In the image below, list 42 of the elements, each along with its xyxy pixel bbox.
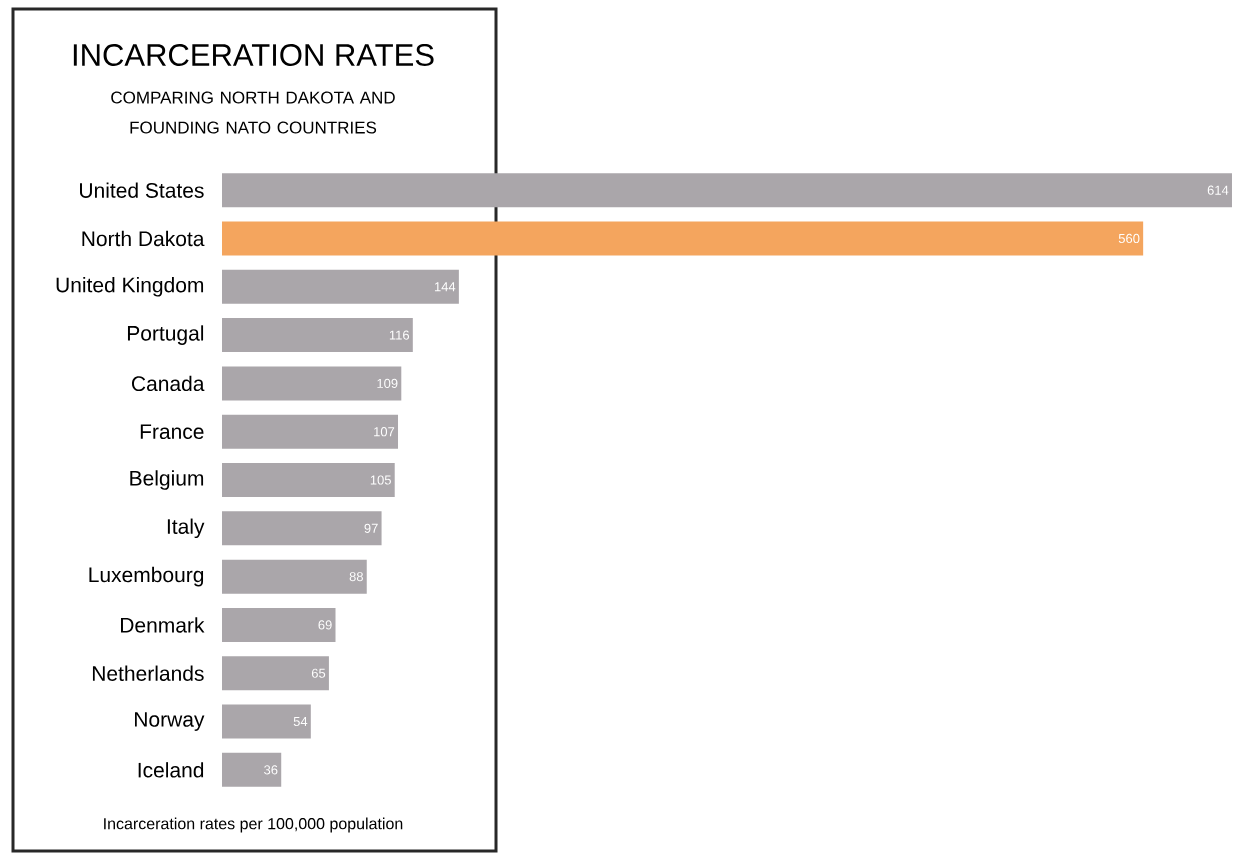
data-label: 116 (389, 330, 410, 340)
y-tick-label: United States (80, 182, 204, 198)
y-tick-label: Belgium (130, 470, 204, 490)
data-label: 69 (318, 620, 332, 630)
data-label: 560 (1118, 233, 1140, 244)
bar (222, 414, 399, 449)
y-tick-label: Italy (167, 518, 205, 539)
bar (222, 463, 395, 498)
y-tick-label: Netherlands (92, 665, 204, 681)
y-tick-label: Denmark (121, 617, 205, 633)
data-label: 144 (434, 282, 456, 292)
y-tick-label: Iceland (138, 762, 204, 778)
chart-title: INCARCERATION RATES (73, 44, 434, 66)
y-tick-label: Norway (135, 712, 205, 731)
bar (222, 511, 382, 546)
y-tick-label: Portugal (127, 325, 204, 345)
bar (222, 318, 413, 353)
data-label: 105 (370, 475, 391, 485)
bar (222, 221, 1144, 256)
bar (222, 656, 329, 691)
data-label: 97 (364, 523, 378, 533)
y-tick-label: Luxembourg (89, 566, 204, 587)
data-label: 614 (1207, 185, 1229, 195)
text: Incarceration rates per 100,000 population (104, 817, 403, 833)
data-label: 107 (374, 427, 395, 437)
data-label: 88 (349, 572, 363, 582)
chart-subtitle: COMPARING NORTH DAKOTA AND FOUNDING NATO COUNTRIES (111, 91, 395, 134)
data-label: 65 (311, 668, 326, 678)
data-label: 36 (264, 765, 278, 775)
bar (222, 607, 336, 642)
data-label: 54 (293, 717, 308, 727)
bar (222, 752, 282, 787)
y-tick-label: United Kingdom (56, 277, 204, 297)
y-tick-label: France (140, 424, 204, 440)
bar (222, 704, 311, 739)
bar (222, 269, 459, 304)
bar (222, 173, 1232, 208)
y-tick-label: Canada (131, 375, 205, 392)
data-label: 109 (377, 378, 398, 388)
bar (222, 366, 402, 401)
y-tick-label: North Dakota (82, 230, 205, 247)
bar (222, 559, 367, 594)
